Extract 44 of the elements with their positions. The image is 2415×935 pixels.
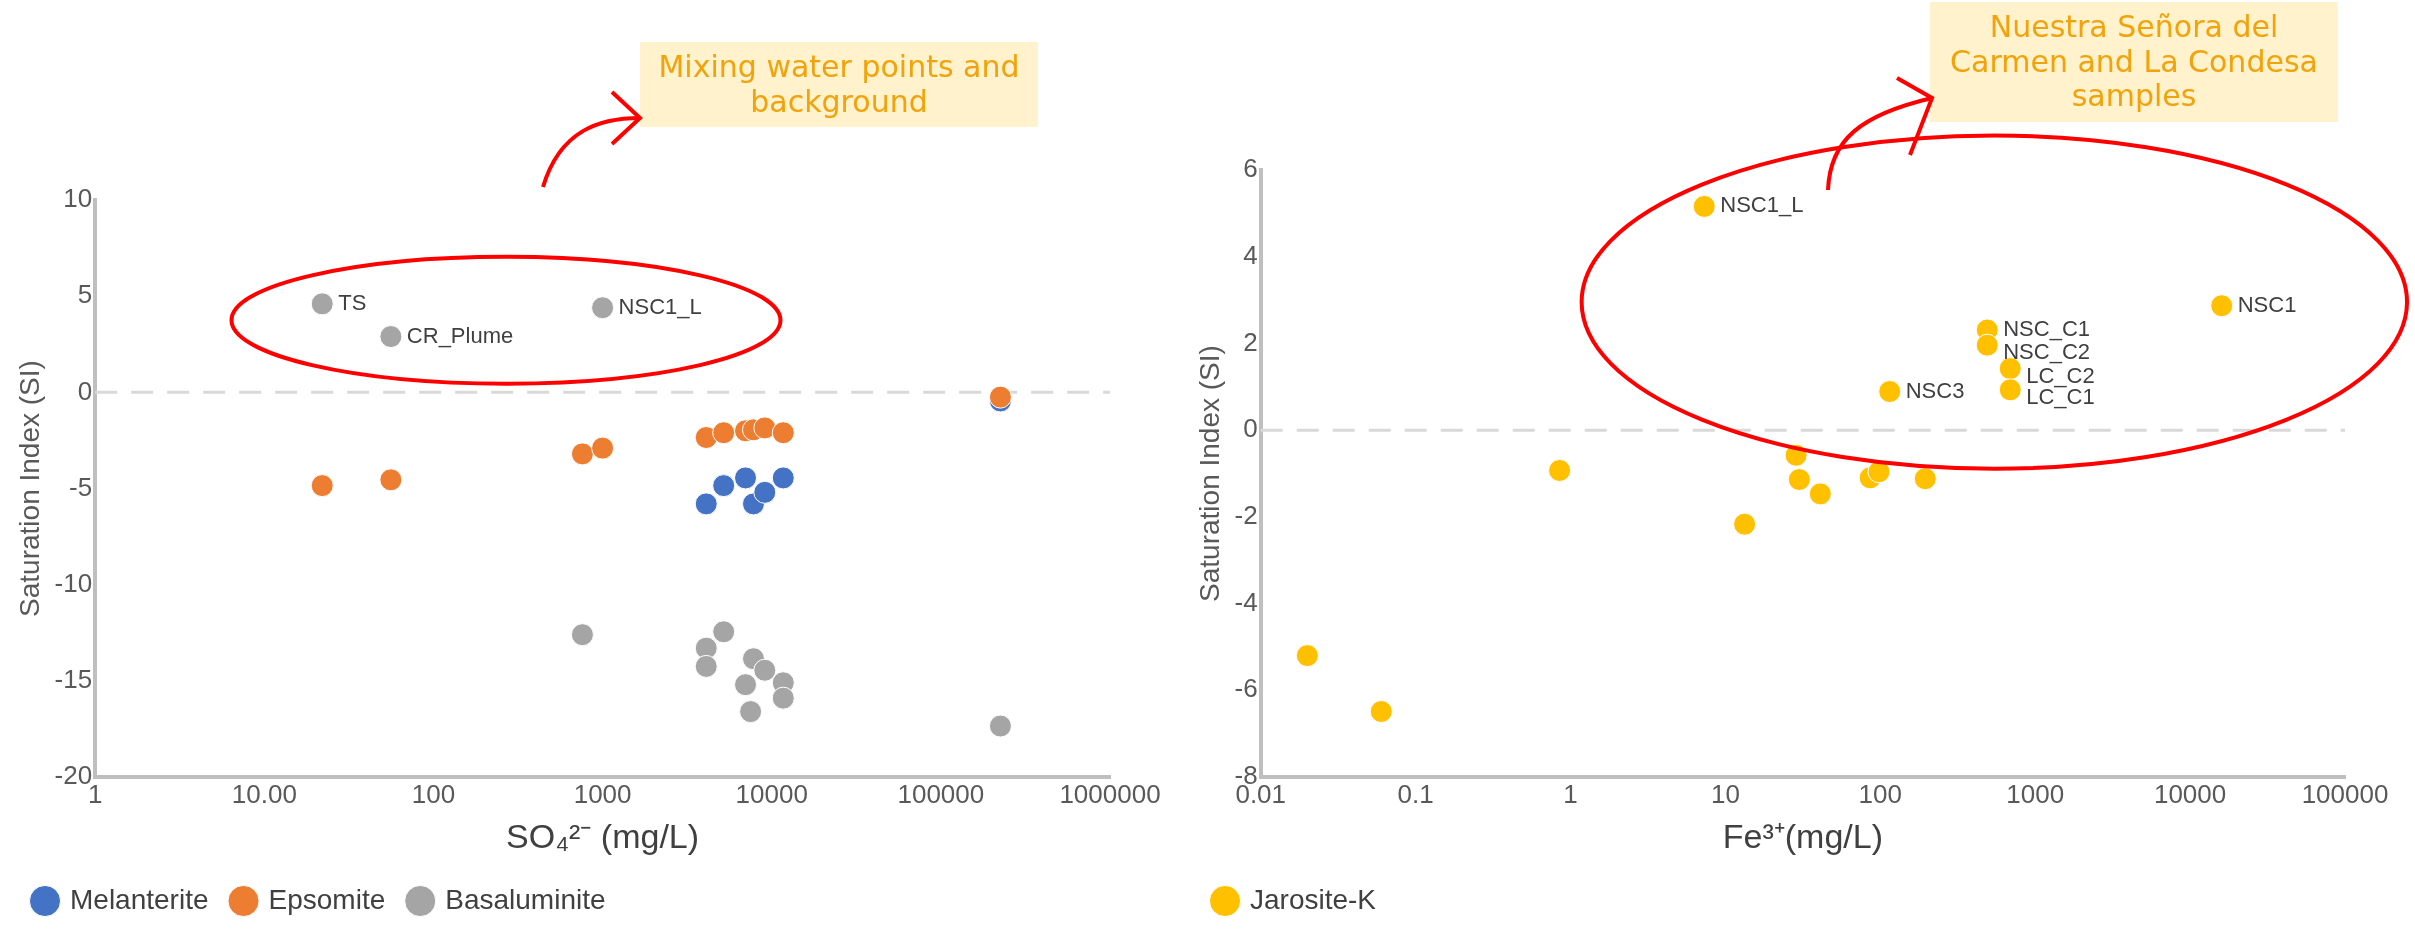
text: Mixing water points and background (640, 42, 1038, 127)
x-tick-label: 10 (1710, 778, 1740, 809)
x-tick-label: 100 (1858, 778, 1902, 809)
x-tick-label: 100000 (2301, 778, 2389, 809)
x-tick-label: 0.1 (1397, 778, 1434, 809)
annotation: CR_Plume (406, 322, 514, 348)
y-tick-label: 5 (77, 279, 93, 310)
y-tick-label: -2 (1234, 500, 1258, 531)
x-tick-label: 1 (1563, 778, 1578, 809)
annotation: LC_C1 (2026, 383, 2095, 409)
legend-label: Epsomite (268, 883, 386, 915)
x-tick-label: 100000 (897, 778, 985, 809)
annotation: NSC1_L (618, 293, 702, 319)
y-tick-label: 10 (63, 183, 93, 214)
x-tick-label: 10.00 (231, 778, 297, 809)
y-tick-label: -15 (54, 664, 93, 695)
x-axis-title: SO₄²⁻ (mg/L) (506, 816, 700, 855)
x-tick-label: 100 (411, 778, 456, 809)
y-tick-label: 4 (1243, 239, 1258, 270)
annotation: NSC3 (1905, 377, 1965, 403)
legend-label: Jarosite-K (1250, 883, 1377, 915)
x-tick-label: 10000 (735, 778, 808, 809)
y-tick-label: 0 (1243, 413, 1258, 444)
legend-label: Basaluminite (445, 883, 606, 915)
legend-label: Melanterite (70, 883, 209, 915)
x-tick-label: 1000000 (1059, 778, 1161, 809)
y-axis-title: Saturation Index (SI) (13, 360, 45, 617)
y-tick-label: 2 (1243, 326, 1258, 357)
x-tick-label: 1000 (573, 778, 632, 809)
annotation: NSC1 (2237, 291, 2297, 317)
annotation: NSC1_L (1720, 192, 1804, 218)
text: Nuestra Señora del Carmen and La Condesa samples (1930, 2, 2338, 122)
y-axis-title: Saturation Index (SI) (1193, 345, 1225, 602)
x-tick-label: 1000 (2006, 778, 2065, 809)
y-tick-label: 6 (1243, 153, 1258, 184)
x-axis-title: Fe³⁺(mg/L) (1722, 816, 1883, 855)
y-tick-label: -10 (54, 567, 93, 598)
y-tick-label: -6 (1234, 673, 1258, 704)
y-tick-label: -4 (1234, 586, 1258, 617)
annotation: NSC_C1 (2003, 316, 2091, 342)
y-tick-label: 0 (77, 375, 93, 406)
annotation: TS (338, 289, 367, 315)
y-tick-label: -5 (69, 471, 93, 502)
x-tick-label: 10000 (2153, 778, 2227, 809)
